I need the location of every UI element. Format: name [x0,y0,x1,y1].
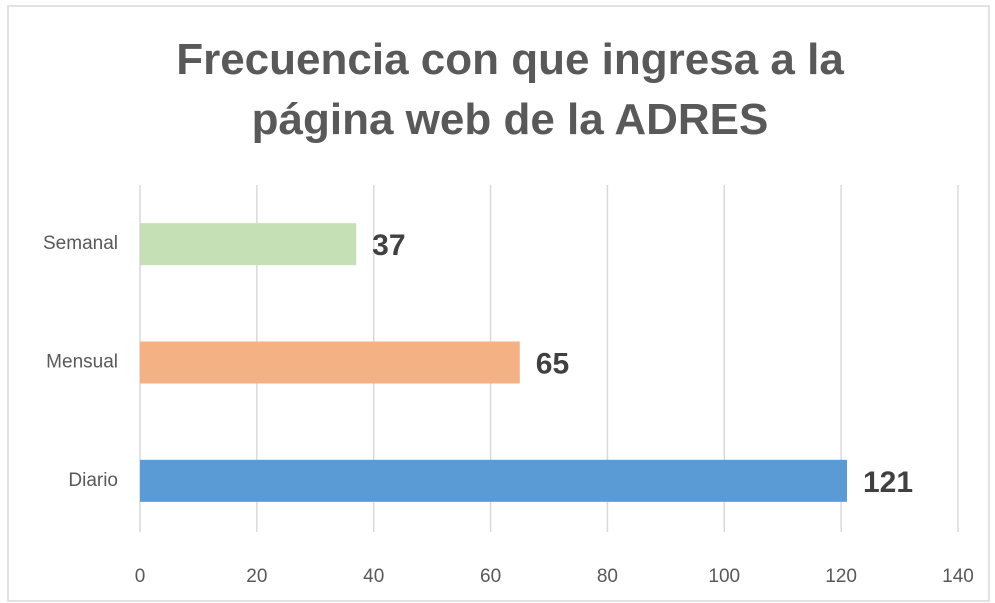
x-tick-label: 100 [708,566,740,587]
x-tick-label: 60 [480,566,501,587]
x-tick-label: 140 [942,566,974,587]
y-tick-label: Semanal [43,233,118,254]
chart-title: Frecuencia con que ingresa a la página w… [176,35,844,144]
bar [140,223,357,266]
data-label: 121 [863,466,913,499]
chart-border [7,5,990,602]
x-tick-label: 40 [363,566,384,587]
bar [140,341,520,384]
x-tick-label: 120 [825,566,857,587]
y-tick-label: Mensual [46,352,118,373]
x-tick-label: 0 [135,566,146,587]
data-label: 37 [372,229,405,262]
data-label: 65 [536,347,569,380]
y-tick-label: Diario [68,470,118,491]
x-tick-label: 20 [246,566,267,587]
bar [140,459,847,502]
x-tick-label: 80 [597,566,618,587]
